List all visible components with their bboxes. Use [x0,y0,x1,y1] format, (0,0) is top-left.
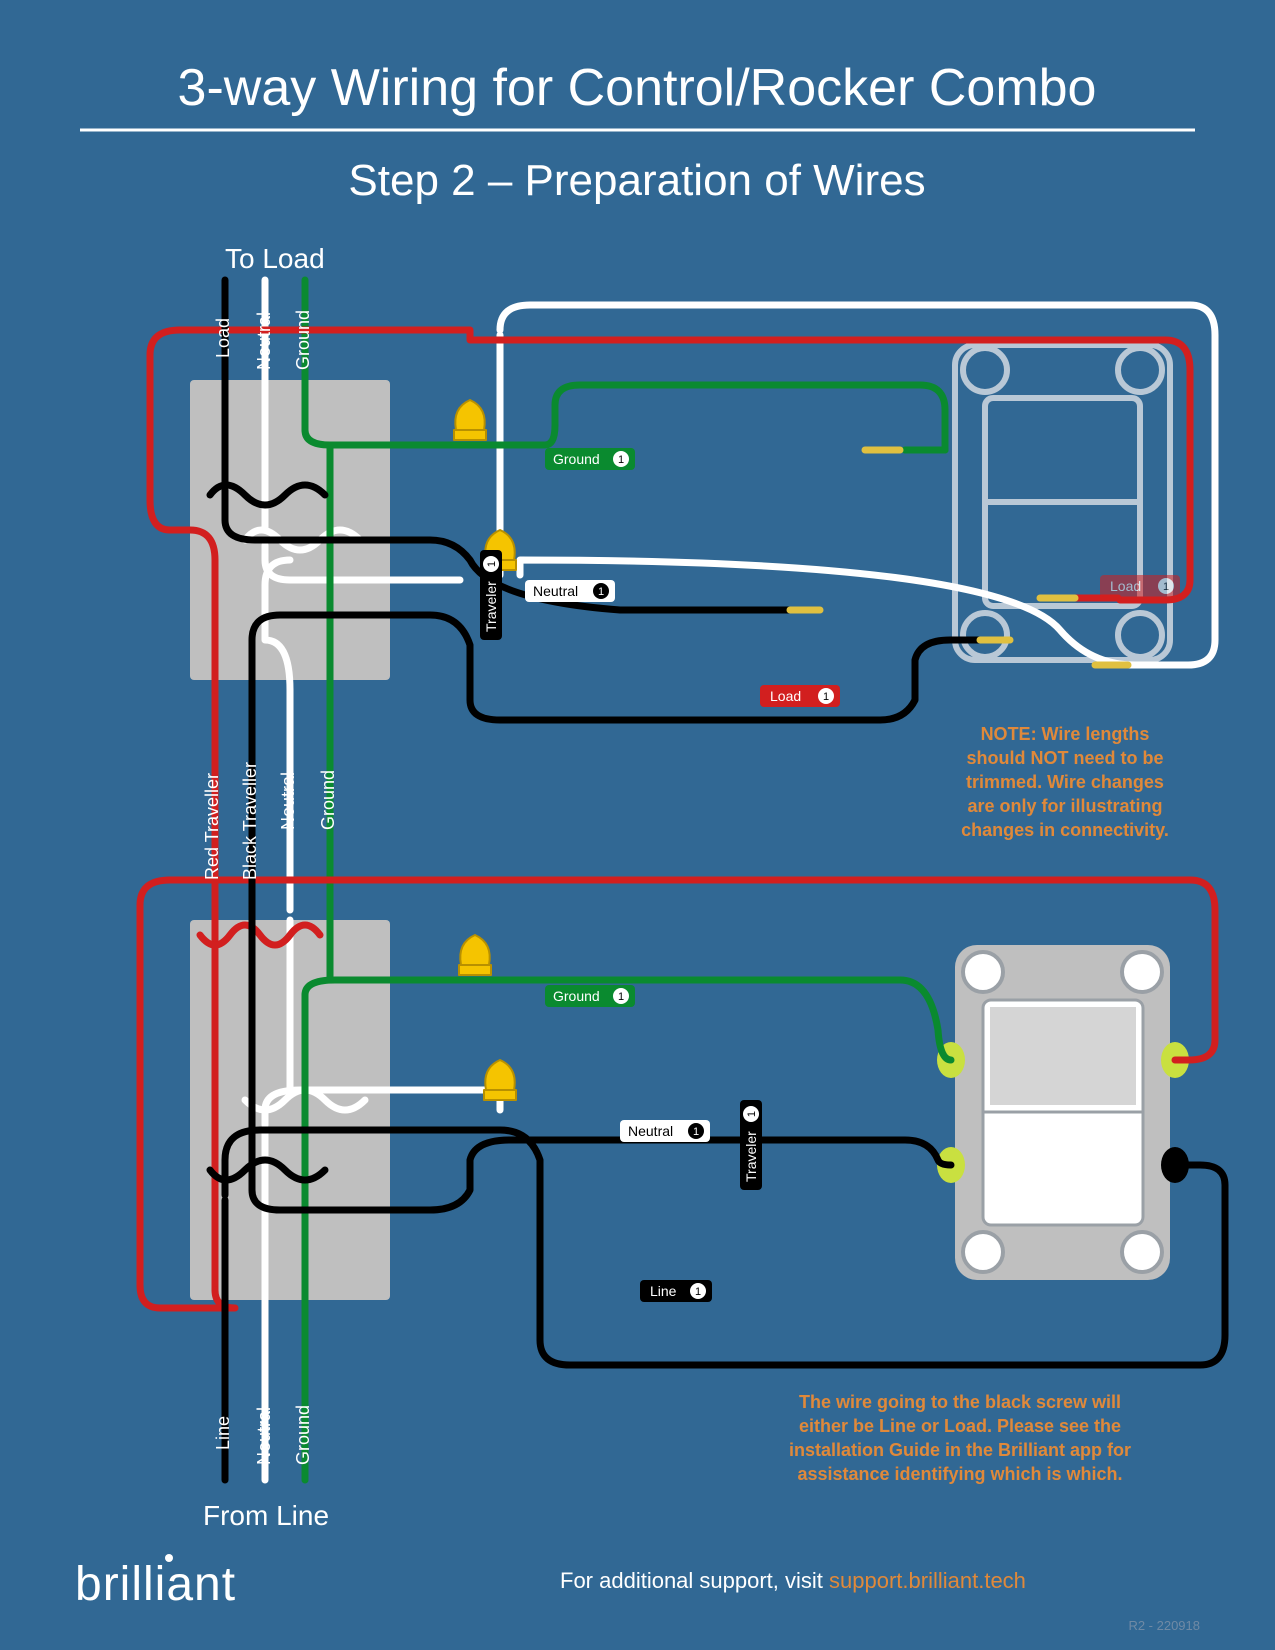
title-sub: Step 2 – Preparation of Wires [348,156,925,205]
brand-logo: brilliant [75,1558,236,1611]
note-upper: NOTE: Wire lengths should NOT need to be… [961,724,1169,840]
svg-text:Load: Load [213,318,233,358]
tag-traveler: Traveler [483,581,499,632]
footer-text: For additional support, visit support.br… [560,1568,1026,1593]
svg-text:changes in connectivity.: changes in connectivity. [961,820,1169,840]
svg-text:1: 1 [695,1286,701,1298]
svg-text:Neutral: Neutral [628,1123,673,1139]
svg-text:1: 1 [598,586,604,598]
svg-text:trimmed. Wire changes: trimmed. Wire changes [966,772,1164,792]
svg-text:Ground: Ground [293,1405,313,1465]
svg-text:assistance identifying which i: assistance identifying which is which. [797,1464,1122,1484]
svg-text:1: 1 [693,1126,699,1138]
title-main: 3-way Wiring for Control/Rocker Combo [178,59,1097,117]
brand-dot-icon [165,1554,173,1562]
svg-text:either be Line or Load. Pleas: either be Line or Load. Please see the [799,1416,1121,1436]
svg-text:Load: Load [1110,578,1141,594]
svg-text:1: 1 [1163,581,1169,593]
svg-text:1: 1 [486,561,498,567]
svg-text:Ground: Ground [293,310,313,370]
svg-text:are only for illustrating: are only for illustrating [967,796,1162,816]
svg-text:should NOT need to be: should NOT need to be [967,748,1164,768]
tag-line: Line [650,1283,677,1299]
svg-text:installation Guide in the Bril: installation Guide in the Brilliant app … [789,1440,1131,1460]
label-from-line: From Line [203,1500,329,1531]
footer-link: support.brilliant.tech [829,1568,1026,1593]
svg-text:Red Traveller: Red Traveller [202,773,222,880]
svg-text:Neutral: Neutral [278,772,298,830]
svg-text:Black Traveller: Black Traveller [240,762,260,880]
svg-text:Neutral: Neutral [254,312,274,370]
svg-text:Ground: Ground [318,770,338,830]
rocker-switch [937,945,1189,1280]
page: 3-way Wiring for Control/Rocker Combo St… [0,0,1275,1650]
svg-text:Line: Line [213,1416,233,1450]
svg-text:NOTE: Wire lengths: NOTE: Wire lengths [981,724,1150,744]
svg-text:Traveler: Traveler [743,1131,759,1182]
svg-text:Neutral: Neutral [254,1407,274,1465]
tag-neutral: Neutral [533,583,578,599]
svg-text:1: 1 [618,454,624,466]
svg-text:1: 1 [746,1111,758,1117]
label-to-load: To Load [225,243,325,274]
version-text: R2 - 220918 [1128,1618,1200,1633]
gangbox-upper [190,380,390,680]
svg-text:1: 1 [823,691,829,703]
svg-text:The wire going to the black sc: The wire going to the black screw will [799,1392,1121,1412]
svg-text:1: 1 [618,991,624,1003]
tag-load: Load [770,688,801,704]
tag-ground: Ground [553,451,600,467]
svg-text:Ground: Ground [553,988,600,1004]
